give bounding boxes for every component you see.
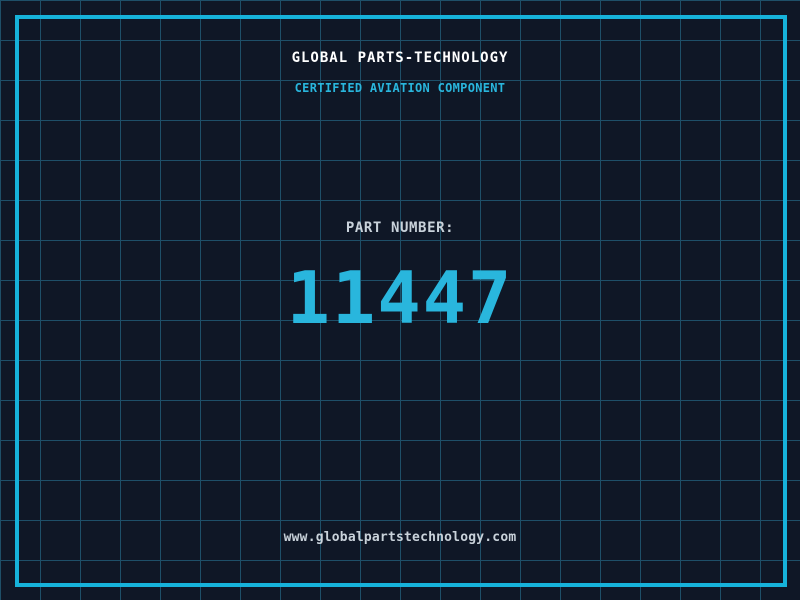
website-url: www.globalpartstechnology.com [283, 530, 517, 545]
certification-subtitle: CERTIFIED AVIATION COMPONENT [294, 81, 506, 95]
part-number-value: 11447 [286, 256, 514, 340]
company-title: GLOBAL PARTS-TECHNOLOGY [291, 50, 509, 66]
part-number-label: PART NUMBER: [345, 220, 455, 236]
border-frame [15, 15, 787, 587]
